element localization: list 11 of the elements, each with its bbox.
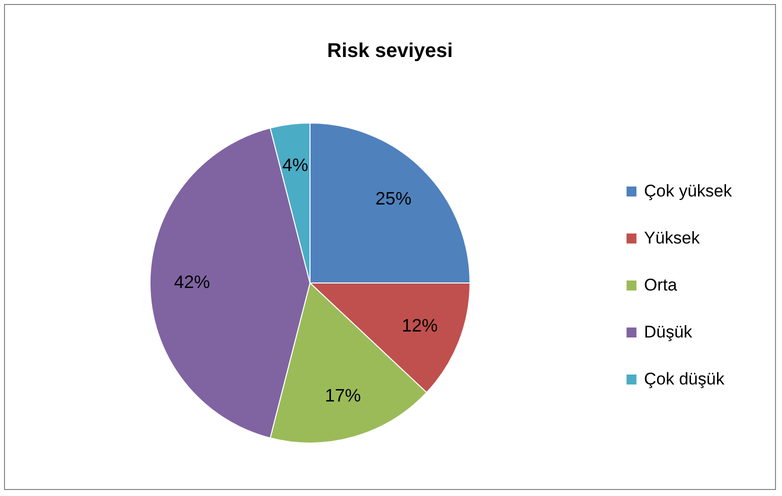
data-label: 17%: [324, 385, 361, 406]
data-label: 25%: [375, 188, 412, 209]
data-label: 42%: [174, 272, 210, 292]
chart-title: Risk seviyesi: [327, 40, 453, 62]
data-label: 4%: [282, 154, 308, 175]
legend-label: Çok yüksek: [644, 182, 732, 200]
legend-label: Çok düşük: [644, 370, 725, 388]
legend-label: Düşük: [644, 322, 693, 342]
legend-label: Yüksek: [644, 228, 700, 248]
data-label: 12%: [402, 315, 438, 336]
legend-label: Orta: [644, 276, 678, 294]
